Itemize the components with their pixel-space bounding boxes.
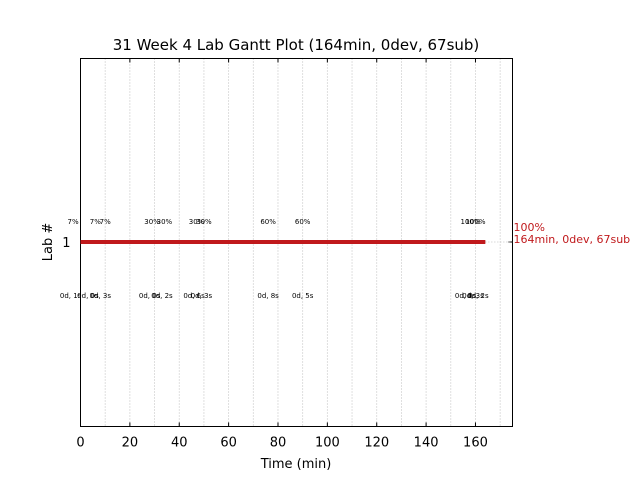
time-marker: 0d, 5s	[292, 292, 314, 300]
percent-marker: 30%	[196, 218, 212, 226]
end-summary-label: 164min, 0dev, 67sub	[514, 233, 631, 246]
time-marker: 0d, 2s	[467, 292, 489, 300]
percent-marker: 30%	[157, 218, 173, 226]
bar-layer: 100%164min, 0dev, 67sub	[80, 221, 631, 246]
time-marker: 0d, 3s	[191, 292, 213, 300]
x-tick-label: 160	[463, 436, 488, 451]
percent-marker: 30%	[144, 218, 160, 226]
x-tick-label: 60	[220, 436, 237, 451]
time-marker: 0d, 1s	[60, 292, 82, 300]
percent-marker: 100%	[465, 218, 485, 226]
x-axis: 0 20 40 60 80 100 120 140 160	[76, 58, 488, 451]
percent-marker: 100%	[461, 218, 481, 226]
percent-marker: 30%	[189, 218, 205, 226]
x-tick-label: 120	[364, 436, 389, 451]
time-marker: 0d, 0s	[77, 292, 99, 300]
x-tick-label: 20	[122, 436, 139, 451]
y-axis-label: Lab #	[41, 223, 56, 262]
y-tick-label: 1	[62, 236, 70, 251]
percent-marker: 60%	[260, 218, 276, 226]
time-marker: 0d, 0s	[455, 292, 477, 300]
percent-marker: 7%	[90, 218, 101, 226]
x-tick-label: 40	[171, 436, 188, 451]
chart-title: 31 Week 4 Lab Gantt Plot (164min, 0dev, …	[113, 36, 480, 54]
end-percent-label: 100%	[514, 221, 545, 234]
time-marker: 0d, 6s	[183, 292, 205, 300]
percent-marker: 7%	[100, 218, 111, 226]
x-axis-label: Time (min)	[260, 457, 332, 472]
x-tick-label: 0	[76, 436, 84, 451]
time-marker: 0d, 8s	[257, 292, 279, 300]
time-marker: 0d, 2s	[151, 292, 173, 300]
percent-marker: 7%	[68, 218, 79, 226]
time-marker: 0d, 0s	[139, 292, 161, 300]
percent-marker: 60%	[295, 218, 311, 226]
time-marker: 0d, 3s	[462, 292, 484, 300]
x-tick-label: 100	[315, 436, 340, 451]
x-tick-label: 80	[270, 436, 287, 451]
x-tick-label: 140	[414, 436, 439, 451]
time-marker: 0d, 3s	[90, 292, 112, 300]
marker-layer: 7% 7%7% 30%30% 30%30% 60% 60% 100%100%0d, 1s0d…	[60, 218, 489, 300]
